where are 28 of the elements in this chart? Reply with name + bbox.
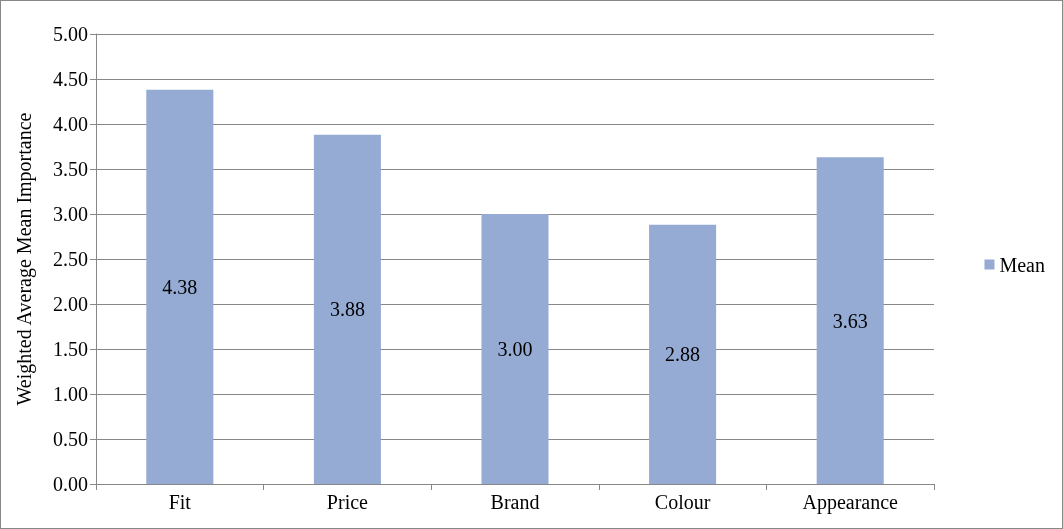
legend-label: Mean [999, 253, 1046, 276]
data-label: 4.38 [162, 275, 198, 298]
y-tick-label: 4.50 [53, 68, 88, 90]
y-axis-title: Weighted Average Mean Importance [13, 112, 36, 406]
y-tick-label: 3.50 [53, 158, 88, 180]
y-tick-label: 3.00 [53, 203, 88, 225]
bar [146, 89, 214, 484]
bar [649, 224, 717, 484]
y-tick-label: 0.50 [53, 428, 88, 450]
x-tick-label: Fit [168, 491, 192, 513]
x-tick-label: Brand [490, 491, 540, 513]
x-tick-label: Price [326, 491, 369, 513]
y-tick-label: 0.00 [53, 473, 88, 495]
y-tick-label: 1.00 [53, 383, 88, 405]
y-tick-label: 1.50 [53, 338, 88, 360]
x-tick-label: Colour [654, 491, 711, 513]
x-tick-label: Appearance [802, 491, 899, 514]
data-label: 3.88 [329, 298, 365, 321]
y-tick-label: 2.50 [53, 248, 88, 270]
data-label: 3.63 [832, 309, 868, 332]
data-label: 3.00 [497, 338, 533, 360]
y-tick-label: 4.00 [53, 113, 88, 135]
data-label: 2.88 [665, 343, 701, 366]
bar [816, 157, 884, 484]
bar [481, 214, 549, 484]
y-tick-label: 5.00 [53, 23, 88, 45]
bar [313, 134, 381, 484]
y-tick-label: 2.00 [53, 293, 88, 315]
